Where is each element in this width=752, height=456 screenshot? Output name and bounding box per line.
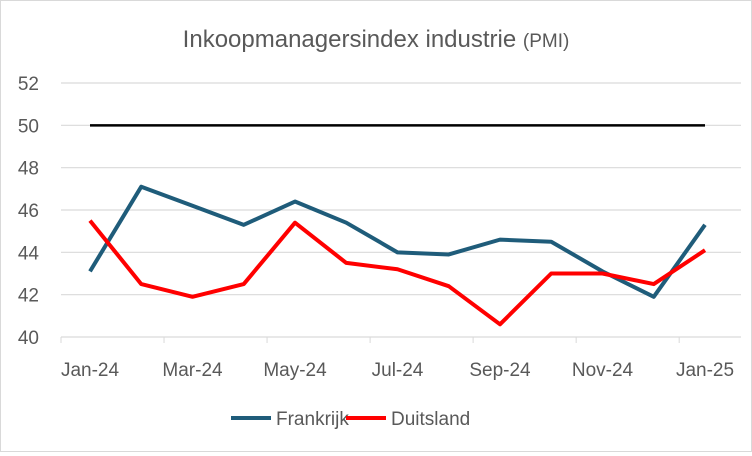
x-tick-label: Jan-25 (676, 360, 734, 381)
series-line-frankrijk (90, 187, 705, 297)
y-tick-label: 52 (18, 74, 39, 95)
series-line-duitsland (90, 221, 705, 325)
y-tick-label: 50 (18, 116, 39, 137)
chart-title: Inkoopmanagersindex industrie (PMI) (183, 26, 570, 53)
y-tick-label: 40 (18, 328, 39, 349)
x-tick-label: Sep-24 (469, 360, 531, 381)
x-tick-label: Jul-24 (372, 360, 424, 381)
x-tick-label: Jan-24 (61, 360, 120, 381)
x-tick-label: May-24 (263, 360, 327, 381)
legend-label: Duitsland (391, 409, 470, 430)
legend-label: Frankrijk (276, 409, 349, 430)
y-tick-label: 42 (18, 286, 39, 307)
y-tick-label: 46 (18, 201, 39, 222)
y-tick-label: 44 (18, 243, 40, 264)
x-tick-label: Nov-24 (572, 360, 634, 381)
y-tick-label: 48 (18, 159, 39, 180)
x-tick-label: Mar-24 (162, 360, 223, 381)
